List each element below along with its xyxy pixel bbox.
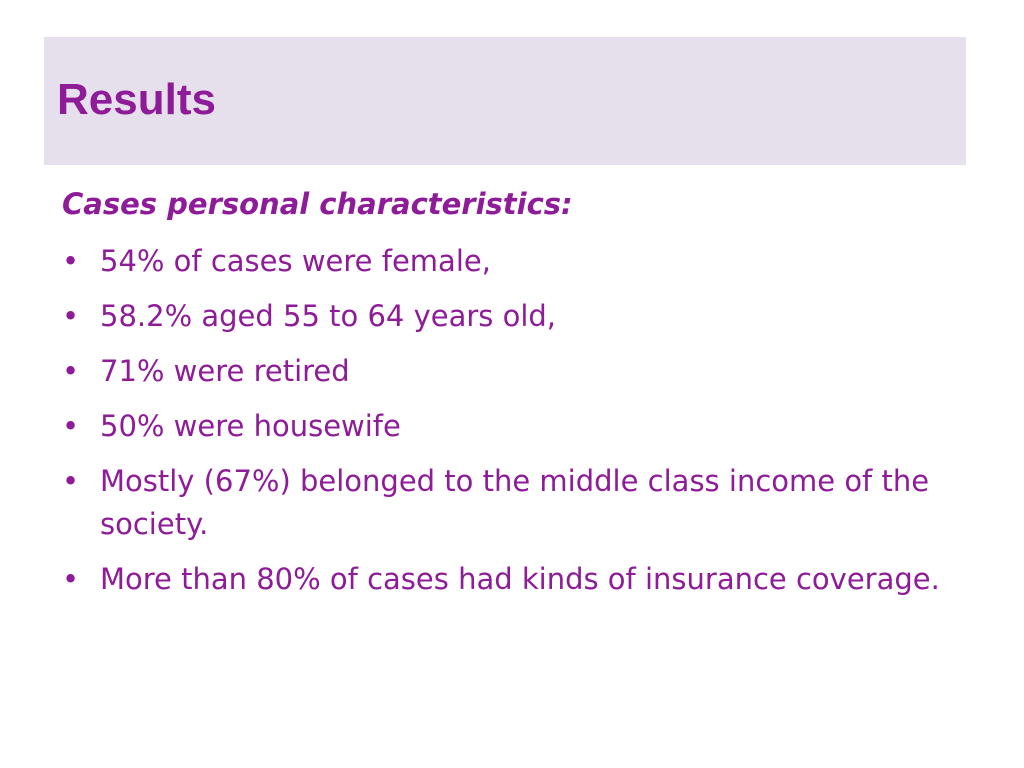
bullet-text: 71% were retired xyxy=(100,354,350,388)
bullet-item: • 58.2% aged 55 to 64 years old, xyxy=(62,295,962,338)
title-band: Results xyxy=(44,37,966,165)
bullet-item: • Mostly (67%) belonged to the middle cl… xyxy=(62,460,962,546)
bullet-list: • 54% of cases were female, • 58.2% aged… xyxy=(62,240,962,601)
bullet-item: • 54% of cases were female, xyxy=(62,240,962,283)
bullet-item: • 50% were housewife xyxy=(62,405,962,448)
bullet-icon: • xyxy=(62,244,80,278)
bullet-icon: • xyxy=(62,562,80,596)
bullet-item: • 71% were retired xyxy=(62,350,962,393)
bullet-icon: • xyxy=(62,354,80,388)
bullet-text: 50% were housewife xyxy=(100,409,401,443)
bullet-icon: • xyxy=(62,409,80,443)
bullet-icon: • xyxy=(62,299,80,333)
bullet-text: 54% of cases were female, xyxy=(100,244,491,278)
bullet-text: Mostly (67%) belonged to the middle clas… xyxy=(100,464,930,541)
bullet-icon: • xyxy=(62,464,80,498)
slide-title: Results xyxy=(57,75,216,124)
slide-content: Cases personal characteristics: • 54% of… xyxy=(62,182,962,613)
bullet-text: More than 80% of cases had kinds of insu… xyxy=(100,562,940,596)
bullet-item: • More than 80% of cases had kinds of in… xyxy=(62,558,962,601)
section-subtitle: Cases personal characteristics: xyxy=(62,187,573,221)
bullet-text: 58.2% aged 55 to 64 years old, xyxy=(100,299,557,333)
